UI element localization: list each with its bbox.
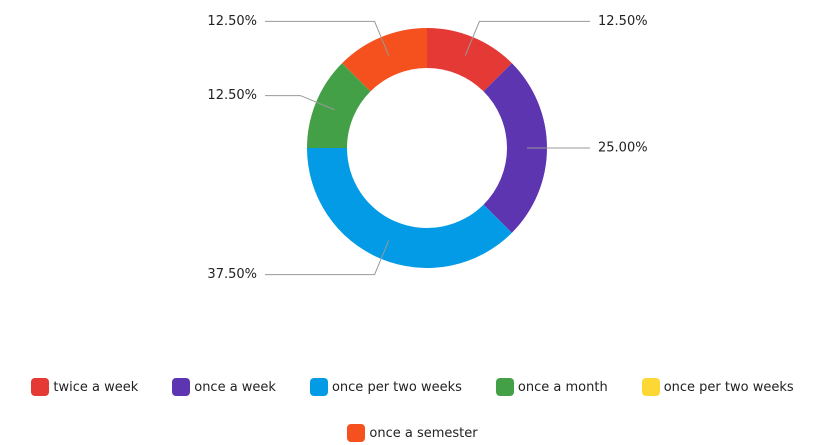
donut-slice xyxy=(483,63,547,233)
legend-item[interactable]: once per two weeks xyxy=(641,376,794,398)
legend-label: once per two weeks xyxy=(663,379,794,395)
chart: 12.50% 25.00% 37.50% 12.50% 12.50% xyxy=(207,14,648,282)
legend-label: once a week xyxy=(194,379,276,395)
legend-swatch xyxy=(172,378,191,396)
legend-swatch xyxy=(495,378,514,396)
legend-item[interactable]: once per two weeks xyxy=(309,376,462,398)
value-label: 37.50% xyxy=(207,267,257,282)
legend-item[interactable]: twice a week xyxy=(31,376,138,398)
value-label: 12.50% xyxy=(598,14,648,29)
value-label: 25.00% xyxy=(598,141,648,156)
legend-swatch xyxy=(347,424,366,442)
legend-label: twice a week xyxy=(53,379,139,395)
legend-label: once a month xyxy=(517,379,608,395)
legend-item[interactable]: once a month xyxy=(495,376,608,398)
value-label: 12.50% xyxy=(207,14,257,29)
donut-slice xyxy=(307,63,371,148)
legend-swatch xyxy=(309,378,328,396)
legend-label: once a semester xyxy=(369,425,478,441)
legend-label: once per two weeks xyxy=(331,379,462,395)
legend-swatch xyxy=(31,378,50,396)
leader-line xyxy=(265,20,390,56)
donut-slice xyxy=(342,28,427,92)
leader-line xyxy=(464,20,590,56)
legend-item[interactable]: once a week xyxy=(172,376,276,398)
donut-slice xyxy=(307,148,512,269)
leader-line xyxy=(265,240,390,276)
legend-item[interactable]: once a semester xyxy=(347,422,478,444)
legend-swatch xyxy=(641,378,660,396)
leader-line xyxy=(265,95,335,111)
donut-slice xyxy=(427,28,512,92)
legend: twice a week once a week once per two week… xyxy=(0,376,825,444)
value-label: 12.50% xyxy=(207,88,257,103)
